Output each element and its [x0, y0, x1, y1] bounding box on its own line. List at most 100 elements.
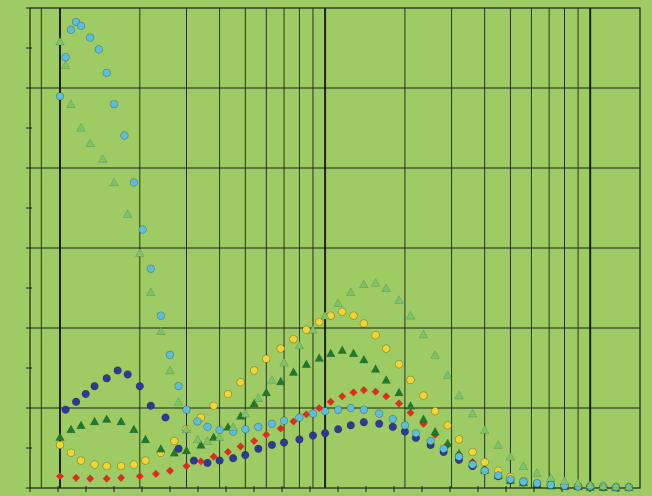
data-point: [102, 474, 111, 483]
data-point: [419, 391, 428, 400]
data-point: [325, 348, 336, 357]
data-point: [405, 400, 416, 410]
data-point: [267, 440, 277, 450]
data-point: [203, 422, 212, 432]
data-point: [66, 424, 76, 433]
data-point: [430, 426, 440, 436]
data-point: [308, 431, 318, 440]
data-point: [113, 366, 122, 375]
data-point: [262, 430, 271, 439]
data-point: [223, 447, 233, 457]
data-point: [249, 398, 259, 408]
data-point: [388, 414, 397, 424]
data-point: [165, 365, 175, 375]
data-point: [156, 444, 166, 453]
data-point: [60, 60, 71, 69]
data-point: [71, 397, 81, 406]
data-point: [86, 474, 95, 483]
data-point: [203, 458, 212, 468]
data-point: [151, 469, 161, 479]
data-point: [61, 53, 70, 62]
data-point: [337, 345, 347, 354]
data-point: [406, 375, 415, 385]
data-point: [94, 45, 103, 54]
data-point: [430, 350, 440, 359]
data-point: [585, 480, 595, 489]
data-point: [375, 419, 384, 428]
data-point: [81, 389, 90, 399]
data-point: [102, 374, 111, 383]
data-point: [349, 388, 358, 397]
data-point: [494, 471, 503, 480]
data-point: [209, 401, 218, 410]
data-point: [506, 475, 515, 484]
data-point: [302, 410, 311, 419]
data-point: [359, 405, 368, 414]
data-point: [394, 399, 404, 408]
data-point: [302, 325, 311, 334]
data-point: [388, 422, 397, 432]
data-point: [89, 416, 100, 426]
data-point: [346, 421, 355, 430]
data-point: [359, 319, 368, 328]
data-point: [76, 122, 86, 132]
data-point: [348, 348, 359, 357]
data-point: [442, 438, 453, 448]
data-point: [138, 225, 147, 234]
data-point: [493, 440, 503, 449]
data-point: [405, 310, 416, 320]
data-point: [454, 452, 464, 461]
data-point: [76, 420, 86, 430]
data-point: [346, 287, 356, 296]
data-point: [228, 422, 238, 431]
data-point: [169, 447, 180, 457]
data-point: [289, 335, 298, 344]
data-point: [123, 370, 132, 379]
data-point: [90, 460, 99, 469]
data-point: [276, 344, 285, 353]
data-point: [135, 472, 144, 481]
grid-lines: [26, 7, 641, 492]
data-point: [174, 444, 183, 453]
data-point: [573, 478, 583, 487]
data-point: [439, 444, 448, 453]
data-point: [55, 440, 65, 450]
data-point: [532, 468, 542, 477]
data-point: [519, 477, 528, 486]
data-point: [135, 382, 144, 391]
data-point: [140, 434, 151, 444]
data-point: [308, 324, 318, 334]
data-point: [279, 357, 289, 367]
data-point: [468, 460, 477, 469]
data-point: [102, 461, 111, 471]
data-point: [250, 436, 259, 446]
data-series: [55, 17, 634, 492]
data-point: [289, 417, 298, 426]
data-point: [320, 407, 330, 416]
data-point: [146, 264, 155, 273]
data-point: [267, 419, 277, 428]
data-point: [71, 473, 81, 482]
data-point: [359, 279, 369, 289]
data-point: [382, 344, 391, 353]
data-point: [375, 409, 384, 418]
data-point: [480, 466, 489, 475]
data-point: [229, 454, 238, 463]
data-point: [261, 387, 272, 397]
data-point: [418, 329, 429, 339]
data-point: [165, 466, 175, 475]
data-point: [394, 295, 404, 304]
data-point: [314, 353, 324, 362]
data-point: [381, 375, 391, 384]
data-point: [505, 451, 516, 461]
data-point: [170, 436, 179, 446]
data-point: [240, 408, 251, 418]
data-point: [66, 99, 76, 108]
data-point: [371, 331, 380, 340]
data-point: [189, 456, 199, 465]
data-point: [359, 385, 368, 395]
data-point: [559, 476, 570, 485]
data-point: [209, 452, 218, 461]
data-point: [624, 481, 634, 491]
